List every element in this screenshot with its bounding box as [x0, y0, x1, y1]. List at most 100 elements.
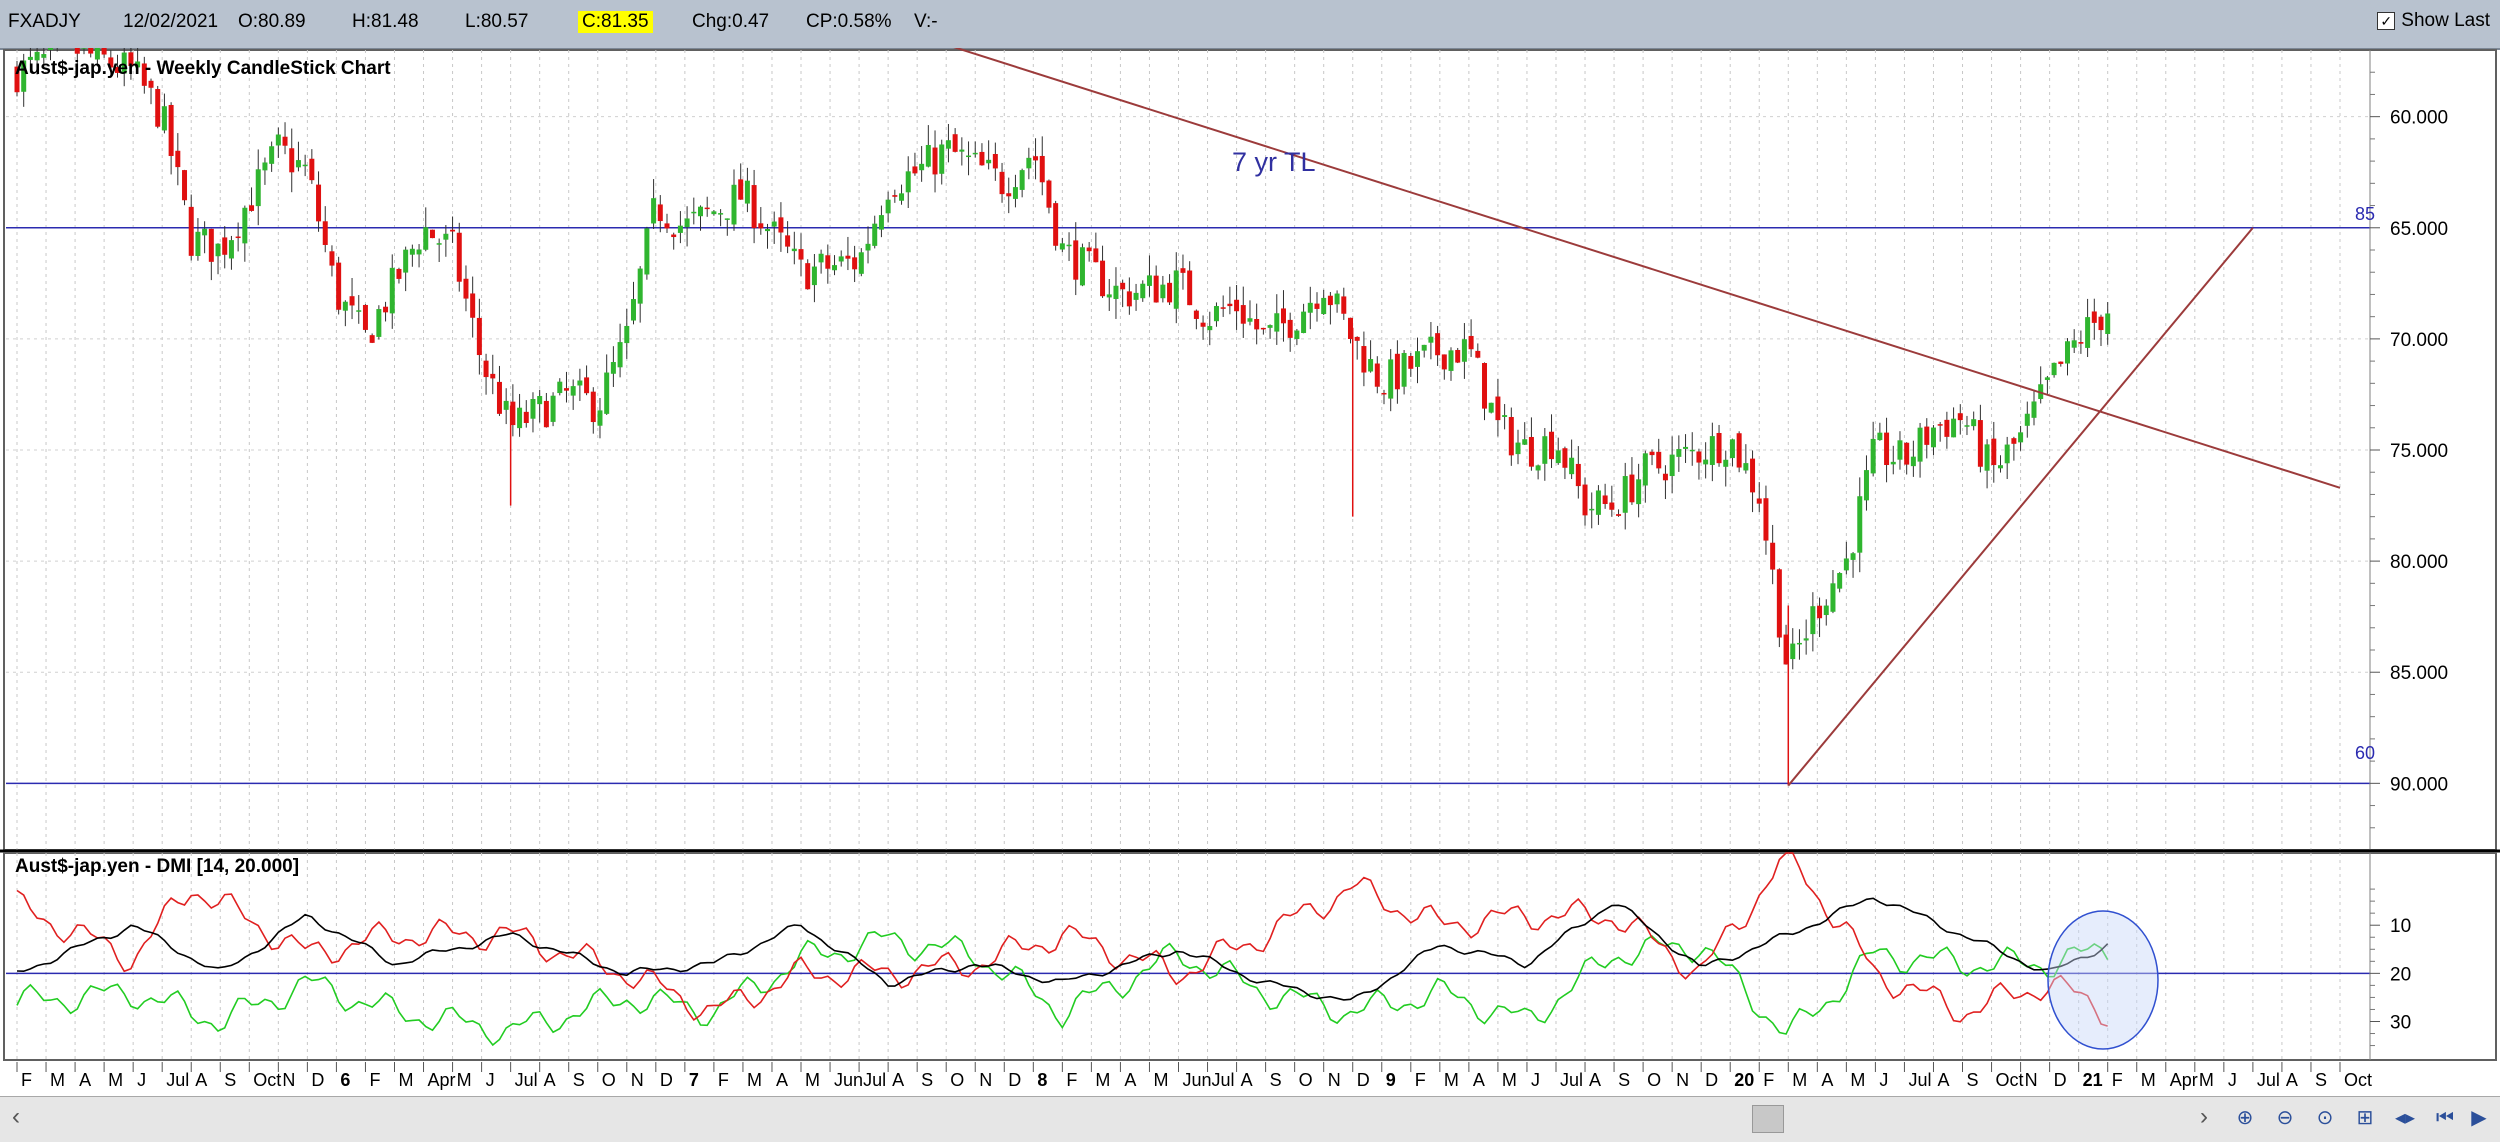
- candle-body: [1247, 318, 1253, 322]
- candle-body: [1053, 203, 1059, 246]
- candle-body: [550, 395, 556, 422]
- scroll-right-icon[interactable]: ›: [2200, 1103, 2208, 1130]
- show-last-toggle[interactable]: ✓ Show Last: [2377, 10, 2490, 32]
- candle-body: [1884, 432, 1890, 466]
- x-tick-label: M: [2199, 1070, 2214, 1090]
- candle-body: [443, 233, 449, 240]
- candle-body: [1334, 293, 1340, 305]
- candle-body: [48, 48, 54, 50]
- go-end-icon[interactable]: ▶: [2471, 1107, 2487, 1129]
- candle-body: [456, 232, 462, 282]
- candle-body: [316, 184, 322, 222]
- candle-body: [1796, 642, 1802, 645]
- candle-body: [1522, 439, 1528, 445]
- zoom-in-icon[interactable]: ⊕: [2236, 1107, 2254, 1129]
- candle-body: [1756, 498, 1762, 504]
- dmi-y-axis: 30 20 10: [2369, 853, 2411, 1060]
- candle-body: [362, 304, 368, 330]
- x-tick-label: Oct: [2344, 1070, 2372, 1090]
- x-tick-label: D: [1705, 1070, 1718, 1090]
- candle-body: [429, 229, 435, 239]
- candle-body: [1368, 359, 1374, 372]
- candle-body: [677, 225, 683, 233]
- candle-body: [436, 243, 442, 245]
- candle-body: [1689, 449, 1695, 452]
- candle-body: [275, 134, 281, 146]
- candle-body: [1830, 583, 1836, 612]
- candle-body: [1750, 458, 1756, 493]
- chart-area[interactable]: 90.000 85.000 80.000 75.000 70.000 65.000 60.0…: [0, 48, 2500, 1096]
- high-value: H:81.48: [352, 11, 419, 32]
- candle-body: [510, 401, 516, 426]
- candle-body: [2031, 401, 2037, 418]
- candle-body: [1307, 302, 1313, 313]
- candle-body: [202, 228, 208, 236]
- candle-body: [932, 147, 938, 175]
- x-tick-label: M: [457, 1070, 472, 1090]
- x-tick-label: M: [805, 1070, 820, 1090]
- candle-body: [1723, 459, 1729, 467]
- candle-body: [1200, 322, 1206, 327]
- candle-body: [1897, 440, 1903, 460]
- candle-body: [1160, 284, 1166, 299]
- candle-body: [1287, 319, 1293, 338]
- candle-body: [584, 377, 590, 394]
- candle-body: [664, 223, 670, 229]
- show-last-checkbox[interactable]: ✓: [2377, 12, 2396, 30]
- candle-body: [329, 251, 335, 266]
- candle-body: [952, 134, 958, 152]
- x-tick-label: M: [50, 1070, 65, 1090]
- candle-body: [671, 234, 677, 238]
- x-tick-label: F: [21, 1070, 32, 1090]
- candle-body: [1260, 327, 1266, 330]
- candle-body: [269, 146, 275, 164]
- dmi-panel-title: Aust$-jap.yen - DMI [14, 20.000]: [15, 856, 299, 877]
- y-tick-label: 20: [2390, 964, 2411, 985]
- y-tick-label: 70.000: [2390, 330, 2448, 351]
- candle-body: [825, 255, 831, 269]
- horizontal-scrollbar[interactable]: ‹ › ⊕ ⊖ ⊙ ⊞ ◂▸ ⏮ ▶: [0, 1096, 2500, 1142]
- go-start-icon[interactable]: ⏮: [2436, 1107, 2454, 1129]
- candle-body: [496, 381, 502, 414]
- candle-body: [463, 278, 469, 299]
- candle-body: [878, 215, 884, 230]
- candle-body: [1642, 453, 1648, 486]
- candle-body: [1991, 438, 1997, 466]
- candle-body: [651, 198, 657, 224]
- x-tick-label: Oct: [1996, 1070, 2024, 1090]
- candle-body: [1964, 425, 1970, 427]
- pan-both-icon[interactable]: ◂▸: [2394, 1107, 2416, 1129]
- candle-body: [1448, 350, 1454, 371]
- x-tick-label: A: [544, 1070, 556, 1090]
- change-value: Chg:0.47: [692, 11, 770, 32]
- zoom-out-icon[interactable]: ⊖: [2276, 1107, 2294, 1129]
- x-tick-label: N: [1328, 1070, 1341, 1090]
- zoom-reset-icon[interactable]: ⊙: [2316, 1107, 2334, 1129]
- candle-body: [309, 158, 315, 181]
- candle-body: [503, 400, 509, 410]
- candle-body: [1703, 459, 1709, 465]
- candle-body: [711, 211, 717, 215]
- scrollbar-thumb[interactable]: [1752, 1105, 1784, 1133]
- candle-body: [1729, 439, 1735, 459]
- x-tick-label: Jul: [1212, 1070, 1235, 1090]
- candle-body: [1495, 396, 1501, 421]
- candle-body: [785, 235, 791, 247]
- candle-body: [1910, 456, 1916, 467]
- x-tick-label: 9: [1386, 1070, 1396, 1090]
- fit-icon[interactable]: ⊞: [2356, 1107, 2374, 1129]
- candle-body: [403, 249, 409, 273]
- candle-body: [1314, 303, 1320, 309]
- x-tick-label: Jun: [1183, 1070, 1212, 1090]
- dmi-series-line: [16, 897, 2109, 1001]
- candle-body: [557, 381, 563, 394]
- x-tick-label: A: [1821, 1070, 1833, 1090]
- candle-body: [168, 104, 174, 156]
- scroll-left-icon[interactable]: ‹: [12, 1103, 20, 1130]
- candle-body: [1421, 344, 1427, 351]
- candle-body: [1019, 170, 1025, 190]
- candle-body: [1904, 442, 1910, 465]
- candle-body: [1662, 473, 1668, 481]
- candle-body: [1575, 463, 1581, 487]
- candle-body: [1877, 432, 1883, 441]
